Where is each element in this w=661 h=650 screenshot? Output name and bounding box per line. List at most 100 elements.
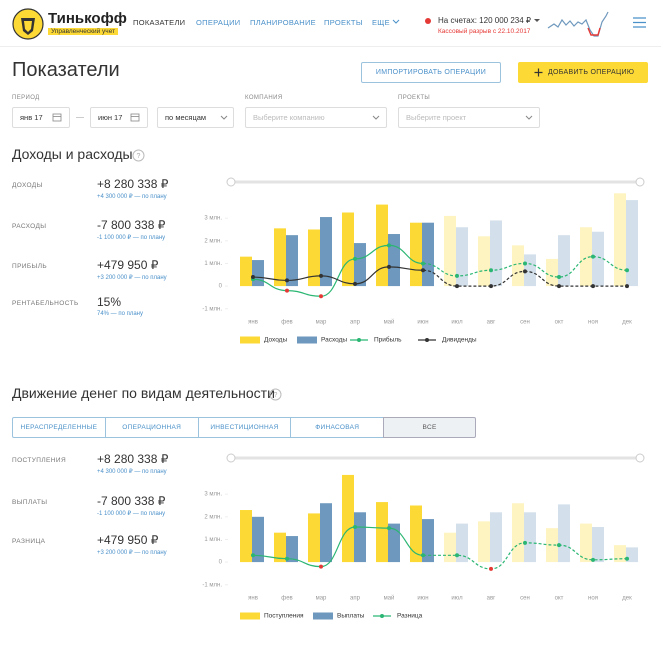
bar <box>354 512 366 563</box>
line-point <box>285 288 289 293</box>
bar <box>614 545 626 563</box>
nav-item[interactable]: ПОКАЗАТЕЛИ <box>133 18 186 27</box>
bar <box>490 220 502 287</box>
y-tick-label: 1 млн. <box>204 537 222 543</box>
x-tick-label: апр <box>350 320 361 326</box>
y-tick-label: 3 млн. <box>204 216 222 222</box>
balance-caret <box>534 19 540 22</box>
logo-subtitle: Управленческий учет <box>48 28 119 35</box>
metric-plan: -1 100 000 ₽ — по плану <box>97 511 166 517</box>
bar <box>410 505 422 563</box>
logo-icon <box>12 8 44 40</box>
line-point <box>557 543 561 548</box>
line-point <box>557 275 561 280</box>
line-point <box>455 284 459 289</box>
bar <box>592 231 604 287</box>
line-point <box>489 268 493 273</box>
legend-swatch <box>380 614 384 618</box>
nav-item[interactable]: ПРОЕКТЫ <box>324 18 363 27</box>
calendar-icon <box>52 113 62 122</box>
bar <box>524 254 536 287</box>
nav-item[interactable]: ОПЕРАЦИИ <box>196 18 241 27</box>
bar <box>240 510 252 563</box>
bar <box>546 528 558 563</box>
bar <box>614 193 626 287</box>
date-to[interactable]: июн 17 <box>90 107 148 128</box>
nav-item[interactable]: ПЛАНИРОВАНИЕ <box>250 18 316 27</box>
x-tick-label: май <box>384 595 395 602</box>
x-tick-label: ноя <box>588 320 598 326</box>
logo-text[interactable]: Тинькофф <box>48 10 127 27</box>
metric-plan: 74% — по плану <box>97 311 143 317</box>
company-select[interactable]: Выберите компанию <box>245 107 387 128</box>
bar <box>320 503 332 563</box>
range-handle <box>635 177 645 187</box>
line-point <box>387 526 391 531</box>
legend-swatch <box>240 336 260 344</box>
bar <box>286 235 298 287</box>
nav-item[interactable]: ЕЩЕ <box>372 18 390 27</box>
y-tick-label: -1 млн. <box>202 306 222 312</box>
x-tick-label: мар <box>316 320 327 326</box>
metric-value: +479 950 ₽ <box>97 533 159 547</box>
bar <box>512 245 524 287</box>
x-tick-label: окт <box>555 320 564 326</box>
metric-value: +8 280 338 ₽ <box>97 177 169 191</box>
bar <box>376 502 388 563</box>
y-tick-label: 0 <box>219 560 223 566</box>
metric-label: ПОСТУПЛЕНИЯ <box>12 457 67 464</box>
metric-label: РЕНТАБЕЛЬНОСТЬ <box>12 300 79 307</box>
legend-swatch <box>297 336 317 344</box>
import-button[interactable]: ИМПОРТИРОВАТЬ ОПЕРАЦИИ <box>361 62 501 83</box>
x-tick-label: май <box>384 319 395 326</box>
y-tick-label: 2 млн. <box>204 238 222 244</box>
add-button[interactable]: ДОБАВИТЬ ОПЕРАЦИЮ <box>518 62 648 83</box>
x-tick-label: янв <box>248 320 258 326</box>
bar <box>308 229 320 287</box>
bar <box>456 227 468 287</box>
x-tick-label: авг <box>487 596 497 602</box>
date-from[interactable]: янв 17 <box>12 107 70 128</box>
bar <box>354 243 366 287</box>
metric-plan: +3 200 000 ₽ — по плану <box>97 275 167 281</box>
x-tick-label: июл <box>451 320 463 326</box>
metric-label: ПРИБЫЛЬ <box>12 263 48 270</box>
bar <box>252 260 264 287</box>
x-tick-label: сен <box>520 320 530 326</box>
x-tick-label: мар <box>316 596 327 602</box>
grouping-select[interactable]: по месяцам <box>157 107 234 128</box>
bar <box>376 204 388 287</box>
filter-label: ПРОЕКТЫ <box>398 95 431 101</box>
project-select[interactable]: Выберите проект <box>398 107 540 128</box>
metric-label: ДОХОДЫ <box>12 182 43 189</box>
page-title: Показатели <box>12 59 120 81</box>
legend-label: Доходы <box>264 337 287 344</box>
bar <box>240 256 252 287</box>
svg-text:?: ? <box>274 392 278 399</box>
bar <box>410 222 422 287</box>
help-icon[interactable]: ? <box>269 388 282 401</box>
legend-swatch <box>313 612 333 620</box>
line-point <box>489 284 493 289</box>
header-divider <box>0 46 661 47</box>
line-point <box>421 268 425 273</box>
x-tick-label: дек <box>622 320 632 326</box>
bar <box>580 227 592 287</box>
bar <box>558 235 570 287</box>
tab[interactable]: ВСЕ <box>383 417 476 438</box>
line-point <box>251 553 255 558</box>
metric-value: -7 800 338 ₽ <box>97 494 166 508</box>
legend-swatch <box>240 612 260 620</box>
line-point <box>455 553 459 558</box>
y-tick-label: -1 млн. <box>202 582 222 588</box>
bar <box>320 217 332 287</box>
legend-label: Выплаты <box>337 613 365 620</box>
line-point <box>353 525 357 529</box>
bar <box>274 228 286 287</box>
y-tick-label: 0 <box>219 284 223 290</box>
balance[interactable]: На счетах: 120 000 234 ₽ <box>438 16 531 25</box>
menu-icon[interactable] <box>632 16 647 29</box>
metric-value: -7 800 338 ₽ <box>97 218 166 232</box>
metric-plan: +3 200 000 ₽ — по плану <box>97 550 167 556</box>
help-icon[interactable]: ? <box>132 149 145 162</box>
